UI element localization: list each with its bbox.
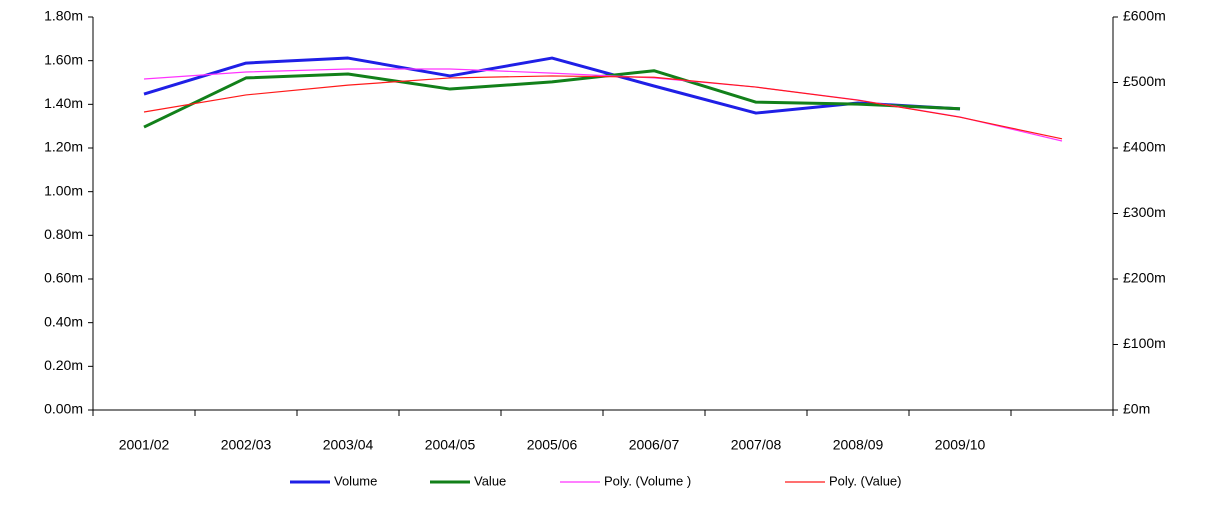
series-line bbox=[143, 75, 1063, 140]
y2-tick-label: £100m bbox=[1123, 335, 1166, 351]
y-tick-label: 1.20m bbox=[44, 139, 83, 155]
x-tick-label: 2007/08 bbox=[731, 437, 782, 453]
y-tick-label: 0.40m bbox=[44, 313, 83, 329]
y2-tick-label: £0m bbox=[1123, 401, 1150, 417]
legend-label: Poly. (Volume ) bbox=[604, 473, 691, 488]
y-tick-label: 0.60m bbox=[44, 270, 83, 286]
x-tick-label: 2002/03 bbox=[221, 437, 272, 453]
series-line bbox=[143, 69, 961, 129]
y2-tick-label: £600m bbox=[1123, 8, 1166, 24]
y-tick-label: 1.00m bbox=[44, 182, 83, 198]
legend-label: Poly. (Value) bbox=[829, 473, 902, 488]
y-tick-label: 1.80m bbox=[44, 8, 83, 24]
legend-label: Value bbox=[474, 473, 506, 488]
y-tick-label: 1.40m bbox=[44, 95, 83, 111]
x-tick-label: 2001/02 bbox=[119, 437, 170, 453]
legend-label: Volume bbox=[334, 473, 377, 488]
x-tick-label: 2008/09 bbox=[833, 437, 884, 453]
x-tick-label: 2005/06 bbox=[527, 437, 578, 453]
x-tick-label: 2004/05 bbox=[425, 437, 476, 453]
y-tick-label: 0.20m bbox=[44, 357, 83, 373]
y-tick-label: 1.60m bbox=[44, 51, 83, 67]
x-tick-label: 2006/07 bbox=[629, 437, 680, 453]
series-line bbox=[143, 68, 1063, 142]
y-tick-label: 0.80m bbox=[44, 226, 83, 242]
y2-tick-label: £300m bbox=[1123, 204, 1166, 220]
x-tick-label: 2003/04 bbox=[323, 437, 374, 453]
y2-tick-label: £500m bbox=[1123, 73, 1166, 89]
x-tick-label: 2009/10 bbox=[935, 437, 986, 453]
series-line bbox=[143, 56, 961, 115]
y-tick-label: 0.00m bbox=[44, 401, 83, 417]
y2-tick-label: £400m bbox=[1123, 139, 1166, 155]
y2-tick-label: £200m bbox=[1123, 270, 1166, 286]
